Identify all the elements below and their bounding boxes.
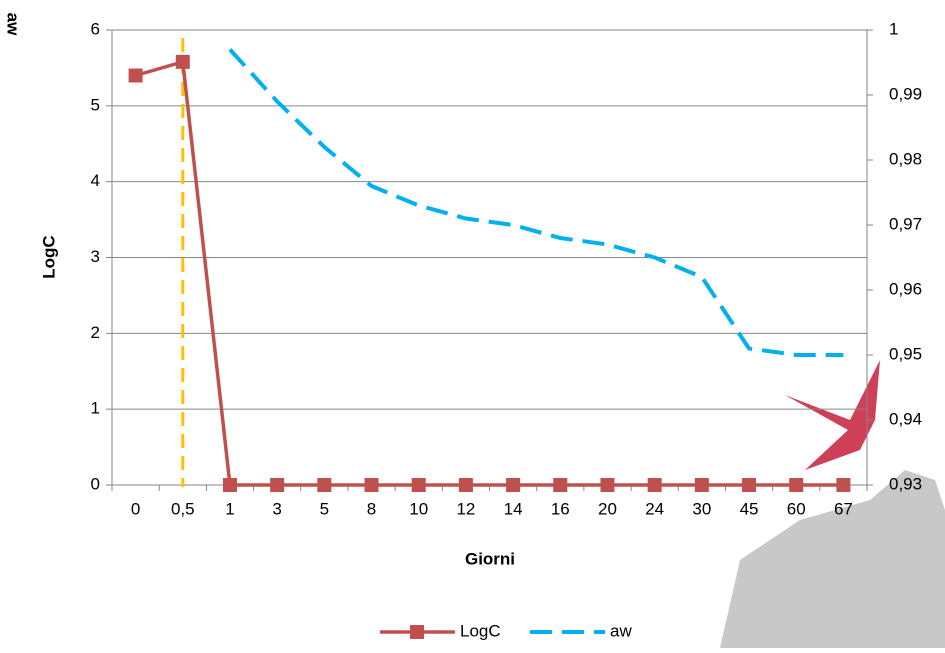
x-tick-label: 45 (740, 499, 759, 518)
point-marker (223, 478, 237, 492)
x-tick-label: 20 (598, 499, 617, 518)
watermark-bird (785, 360, 880, 470)
x-tick-label: 14 (504, 499, 523, 518)
x-tick-label: 3 (272, 499, 281, 518)
chart: LogC aw Giorni 01234560,930,940,950,960,… (0, 0, 945, 648)
point-marker (412, 478, 426, 492)
x-tick-label: 10 (409, 499, 428, 518)
point-marker (836, 478, 850, 492)
y-tick-label: 6 (91, 19, 100, 38)
point-marker (365, 478, 379, 492)
x-tick-label: 67 (834, 499, 853, 518)
point-marker (600, 478, 614, 492)
legend-marker (410, 625, 424, 639)
series-line (230, 50, 843, 356)
y-tick-label: 5 (91, 95, 100, 114)
y2-tick-label: 0,99 (889, 84, 922, 103)
watermark-horse (720, 470, 945, 648)
y-tick-label: 4 (91, 171, 100, 190)
y2-tick-label: 0,93 (889, 474, 922, 493)
point-marker (129, 69, 143, 83)
point-marker (553, 478, 567, 492)
point-marker (648, 478, 662, 492)
series-line (136, 62, 844, 485)
point-marker (317, 478, 331, 492)
x-tick-label: 5 (320, 499, 329, 518)
point-marker (742, 478, 756, 492)
x-tick-label: 16 (551, 499, 570, 518)
point-marker (459, 478, 473, 492)
y2-tick-label: 0,96 (889, 279, 922, 298)
point-marker (506, 478, 520, 492)
y2-tick-label: 0,95 (889, 344, 922, 363)
x-axis-title: Giorni (465, 549, 515, 568)
x-tick-label: 0,5 (171, 499, 195, 518)
legend-label: LogC (460, 621, 501, 640)
y2-tick-label: 1 (889, 19, 898, 38)
y2-tick-label: 0,98 (889, 149, 922, 168)
point-marker (695, 478, 709, 492)
legend-label: aw (610, 621, 632, 640)
y-axis-title: LogC (39, 235, 58, 278)
point-marker (789, 478, 803, 492)
y-tick-label: 2 (91, 323, 100, 342)
x-tick-label: 30 (692, 499, 711, 518)
point-marker (270, 478, 284, 492)
y-tick-label: 1 (91, 399, 100, 418)
point-marker (176, 55, 190, 69)
y-tick-label: 0 (91, 474, 100, 493)
x-tick-label: 60 (787, 499, 806, 518)
y-tick-label: 3 (91, 247, 100, 266)
x-tick-label: 8 (367, 499, 376, 518)
y2-tick-label: 0,94 (889, 409, 922, 428)
x-tick-label: 12 (456, 499, 475, 518)
x-tick-label: 24 (645, 499, 664, 518)
y2-tick-label: 0,97 (889, 214, 922, 233)
x-tick-label: 0 (131, 499, 140, 518)
x-tick-label: 1 (225, 499, 234, 518)
y2-axis-title: aw (4, 13, 23, 36)
